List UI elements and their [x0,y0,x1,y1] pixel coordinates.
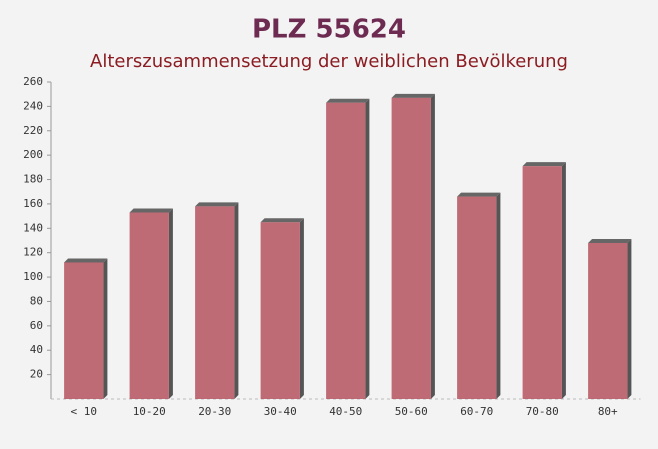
y-tick-label: 120 [23,246,43,259]
y-tick-label: 160 [23,197,43,210]
x-tick-label: 70-80 [526,405,559,418]
bar [588,242,628,399]
bar [195,206,235,399]
y-tick-label: 240 [23,99,43,112]
chart-subtitle: Alterszusammensetzung der weiblichen Bev… [90,51,568,72]
bar [391,97,431,399]
bar-side [365,98,370,399]
y-tick-label: 100 [23,270,43,283]
bar [457,196,497,399]
bar-side [168,208,173,399]
bar-top [457,192,501,197]
bar-top [522,162,566,167]
bar-side [627,238,632,399]
bar [129,212,169,399]
bar [260,222,300,399]
bar-side [234,202,239,399]
x-tick-label: < 10 [71,405,98,418]
y-tick-label: 20 [30,368,43,381]
x-tick-label: 20-30 [198,405,231,418]
x-tick-label: 10-20 [133,405,166,418]
bar-top [391,93,435,98]
x-tick-label: 40-50 [329,405,362,418]
bar-top [195,202,239,207]
y-tick-label: 80 [30,294,43,307]
bar-side [299,218,304,399]
y-tick-label: 260 [23,75,43,88]
y-tick-label: 220 [23,124,43,137]
bar-top [326,98,370,103]
y-tick-label: 200 [23,148,43,161]
x-tick-label: 80+ [598,405,618,418]
y-tick-label: 180 [23,173,43,186]
x-tick-label: 30-40 [264,405,297,418]
bar-top [260,218,304,223]
bar [522,166,562,399]
bar-top [64,258,108,263]
bar [64,262,104,399]
x-tick-label: 60-70 [460,405,493,418]
y-tick-label: 140 [23,221,43,234]
bar-side [561,162,566,399]
y-tick-label: 40 [30,343,43,356]
bar-side [103,258,108,399]
y-tick-label: 60 [30,319,43,332]
bar-side [430,93,435,399]
bar-top [588,238,632,243]
bar-top [129,208,173,213]
bar-side [496,192,501,399]
chart-title: PLZ 55624 [252,15,406,45]
bar [326,102,366,399]
x-tick-label: 50-60 [395,405,428,418]
